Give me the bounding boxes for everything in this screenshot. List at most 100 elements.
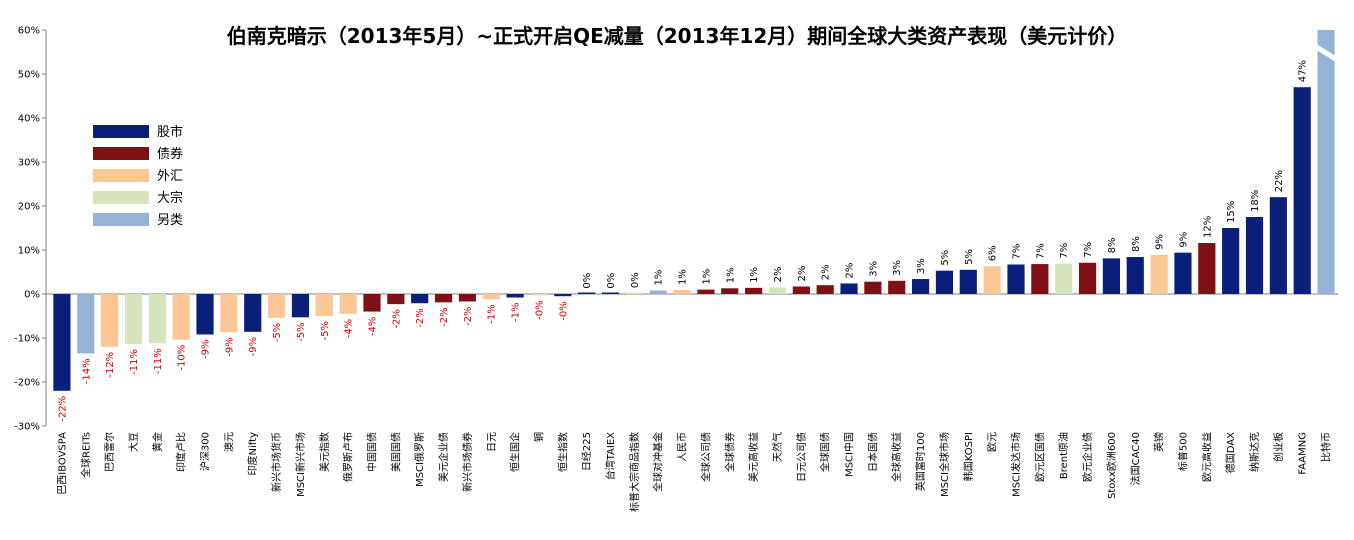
category-label: MSCI发达市场 [1010,432,1023,497]
y-tick-label: 30% [18,158,40,169]
data-label: 1% [678,269,689,285]
category-label: 标普500 [1176,432,1189,471]
data-label: 22% [1274,170,1285,192]
data-label: -2% [391,309,402,328]
category-label: 恒生指数 [556,432,569,472]
y-tick-label: 40% [18,114,40,125]
legend-swatch [93,125,149,138]
bar [1102,258,1120,294]
data-label: 1% [654,270,665,286]
bar [912,279,930,294]
data-label: -14% [81,358,92,384]
bar [315,294,333,316]
category-label: 韩国KOSPI [962,432,975,481]
category-label: 日元公司债 [795,432,808,482]
category-label: 日元 [487,432,498,452]
bar [745,287,763,294]
bar [840,283,858,294]
category-label: 日经225 [580,432,593,471]
category-label: Stoxx欧洲600 [1106,432,1118,499]
data-label: 2% [845,263,856,279]
data-label: -12% [105,352,116,378]
data-label: 1% [725,267,736,283]
category-label: MSCI新兴市场 [294,432,307,497]
category-label: MSCI全球市场 [938,432,951,497]
legend-label: 另类 [157,213,183,228]
bar [148,294,166,344]
data-label: 7% [1012,244,1023,260]
data-label: 15% [1226,201,1237,223]
bar [959,269,977,294]
data-label: 9% [1155,234,1166,250]
y-tick-label: -30% [14,422,40,433]
bar [1293,87,1311,294]
y-tick-label: 10% [18,246,40,257]
category-label: 中国国债 [366,432,379,472]
y-tick-label: -20% [14,378,40,389]
bars [53,30,1336,391]
bar [411,294,429,304]
category-label: 大豆 [127,432,140,452]
category-label: FAAMNG [1298,432,1309,475]
category-label: 印度Nifty [246,432,259,476]
data-label: -2% [415,308,426,327]
bar [77,294,95,354]
bar [434,294,453,303]
category-label: 全球国债 [819,432,832,472]
bar [649,290,667,294]
y-tick-label: -10% [14,334,40,345]
data-label: -4% [344,319,355,338]
category-label: 美元高收益 [747,432,760,482]
category-label: 恒生国企 [509,432,522,472]
bar [983,266,1001,294]
category-label: 法国CAC40 [1129,432,1142,485]
bar [172,294,190,340]
bar [268,294,286,318]
category-label: 美元企业债 [437,432,450,482]
data-label: -5% [296,322,307,341]
chart-title: 伯南克暗示（2013年5月）~正式开启QE减量（2013年12月）期间全球大类资… [226,24,1128,48]
category-label: 创业板 [1272,432,1285,462]
data-label: 0% [630,272,641,288]
category-label: 全球公司债 [699,432,712,482]
bar [935,270,954,294]
category-label: 美元指数 [318,432,331,472]
data-label: 2% [773,267,784,283]
legend-swatch [93,147,149,160]
category-label: 铜 [533,432,545,442]
y-tick-label: 50% [18,70,40,81]
data-label: 1% [701,269,712,285]
bar [1245,217,1264,294]
bar [363,294,381,312]
category-label: 新兴市场债券 [461,432,474,492]
category-label: 日本国债 [866,432,879,472]
category-label: 欧元 [987,432,999,452]
data-label: -5% [272,323,283,342]
data-label: 0% [606,273,617,289]
bar [53,294,71,391]
data-label: 7% [1059,243,1070,259]
category-label: MSCI俄罗斯 [413,432,426,487]
y-tick-label: 60% [18,26,40,37]
category-label: 新兴市场货币 [270,432,283,492]
data-label: 8% [1107,237,1118,253]
data-label: 8% [1131,236,1142,252]
legend-swatch [93,169,149,182]
data-label: 1% [749,267,760,283]
category-label: 欧元高收益 [1200,432,1213,482]
category-label: 纳斯达克 [1248,432,1261,472]
bar [1174,252,1192,294]
data-label: 47% [1298,60,1309,82]
bar [196,294,214,335]
category-label: 全球REITs [79,432,92,478]
bar [387,294,405,305]
y-axis: 60% 50% 40% 30% 20% 10% 0% -10% -20% -30% [14,26,1338,433]
data-label: -10% [177,345,188,371]
data-label: 5% [964,249,975,265]
axis-break-mark [1316,44,1336,62]
category-label: 沪深300 [199,432,212,471]
category-labels: 巴西IBOVSPA 全球REITs 巴西雷尔 大豆 黄金 印度卢比 沪深300 澳元 印度Nif… [56,432,1332,512]
category-label: 欧元企业债 [1081,432,1094,482]
bar [482,294,500,300]
